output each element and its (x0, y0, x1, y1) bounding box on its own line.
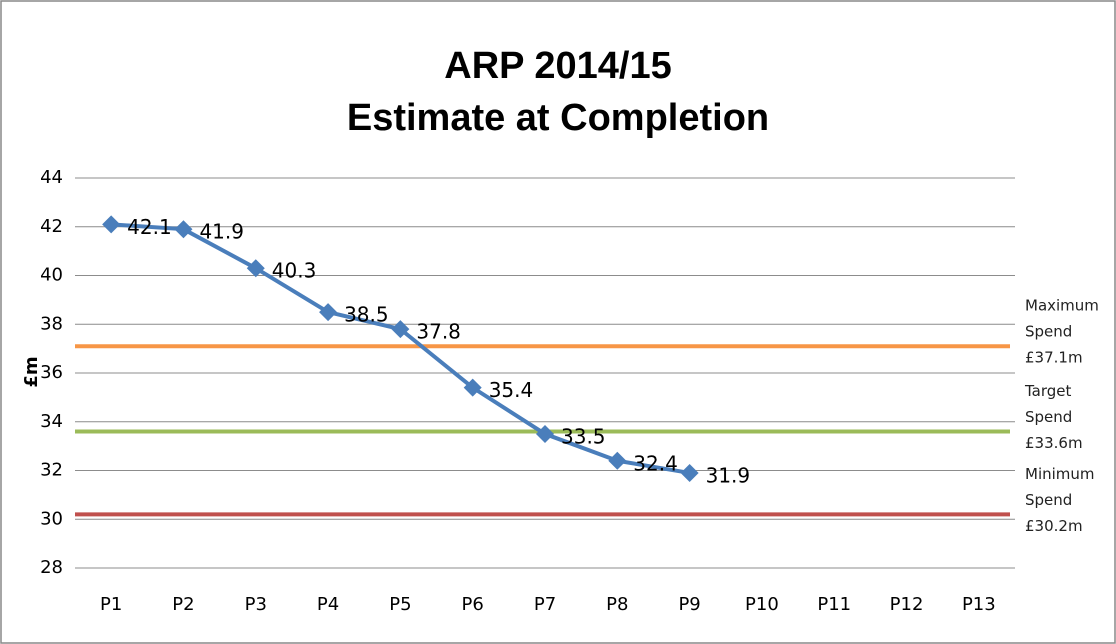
reference-label: Minimum (1025, 465, 1095, 483)
reference-label: Spend (1025, 408, 1072, 426)
y-tick-label: 30 (40, 508, 63, 529)
x-tick-label: P5 (389, 594, 411, 615)
y-tick-label: 32 (40, 460, 63, 481)
y-tick-label: 42 (40, 216, 63, 237)
reference-label: £37.1m (1025, 349, 1083, 367)
x-tick-label: P2 (172, 594, 194, 615)
x-tick-label: P1 (100, 594, 122, 615)
y-tick-label: 38 (40, 313, 63, 334)
y-tick-label: 40 (40, 265, 63, 286)
x-tick-label: P6 (462, 594, 484, 615)
reference-label: £33.6m (1025, 434, 1083, 452)
data-label: 35.4 (489, 378, 534, 402)
x-tick-label: P8 (606, 594, 628, 615)
data-label: 42.1 (127, 215, 172, 239)
data-label: 40.3 (272, 259, 317, 283)
data-point (536, 424, 554, 443)
y-axis-label: £m (21, 356, 42, 387)
data-point (246, 259, 265, 278)
x-tick-label: P4 (317, 594, 339, 615)
y-tick-label: 36 (40, 362, 63, 383)
x-tick-label: P11 (817, 594, 851, 615)
data-label: 32.4 (633, 451, 678, 475)
data-point (102, 215, 121, 234)
data-point (174, 220, 193, 239)
y-tick-label: 44 (40, 167, 63, 188)
reference-label: Maximum (1025, 297, 1099, 315)
x-tick-label: P12 (890, 594, 924, 615)
data-label: 41.9 (199, 220, 244, 244)
data-point (608, 451, 627, 470)
reference-label: Spend (1025, 491, 1072, 509)
y-tick-label: 28 (40, 557, 63, 578)
x-tick-label: P7 (534, 594, 556, 615)
data-point (680, 463, 699, 482)
reference-label: Target (1024, 382, 1072, 400)
x-tick-label: P13 (962, 594, 996, 615)
data-point (319, 303, 338, 322)
data-label: 33.5 (561, 424, 606, 448)
reference-label: £30.2m (1025, 517, 1083, 535)
data-label: 37.8 (416, 320, 461, 344)
x-tick-label: P10 (745, 594, 779, 615)
reference-label: Spend (1025, 323, 1072, 341)
data-point (391, 320, 410, 339)
chart-title: ARP 2014/15 (444, 45, 671, 87)
x-tick-label: P9 (678, 594, 700, 615)
chart-subtitle: Estimate at Completion (347, 97, 769, 139)
x-tick-label: P3 (245, 594, 267, 615)
y-tick-label: 34 (40, 411, 63, 432)
data-label: 38.5 (344, 303, 389, 327)
data-point (463, 378, 482, 397)
data-label: 31.9 (706, 463, 751, 487)
